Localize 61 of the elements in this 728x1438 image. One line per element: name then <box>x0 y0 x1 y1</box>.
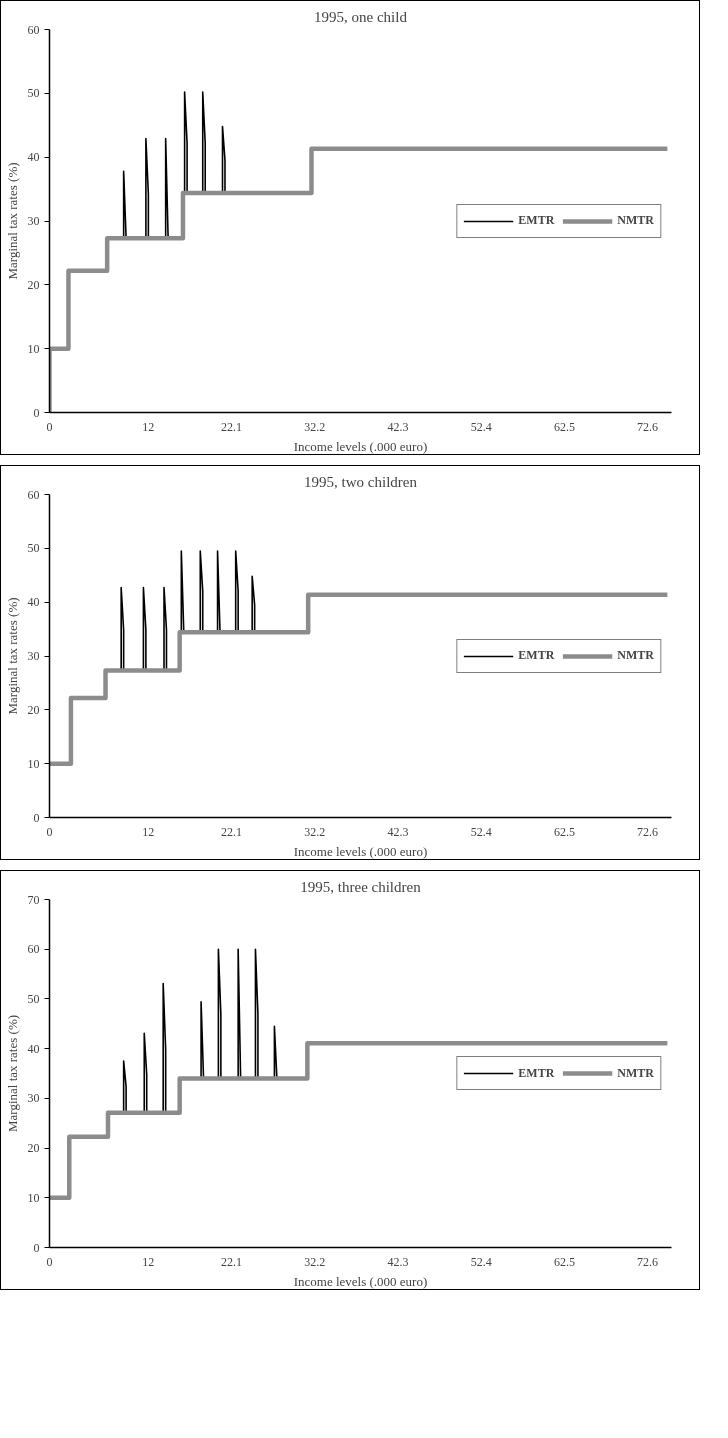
y-tick-label: 0 <box>33 405 40 420</box>
x-tick-label: 62.5 <box>553 419 575 434</box>
y-tick-label: 40 <box>27 150 40 165</box>
x-tick-label: 42.3 <box>387 1254 409 1269</box>
x-tick-label: 62.5 <box>553 824 575 839</box>
y-tick-label: 30 <box>27 649 40 663</box>
legend-label: EMTR <box>518 213 555 228</box>
y-tick-label: 20 <box>27 702 40 717</box>
x-tick-label: 0 <box>46 1254 53 1269</box>
x-tick-label: 42.3 <box>387 824 409 839</box>
x-tick-label: 22.1 <box>221 419 243 434</box>
y-tick-label: 50 <box>27 541 40 556</box>
y-axis-title: Marginal tax rates (%) <box>4 1014 20 1133</box>
y-tick-label: 0 <box>33 1240 40 1255</box>
y-tick-label: 70 <box>27 892 40 907</box>
x-tick-label: 32.2 <box>304 1254 326 1269</box>
x-tick-label: 52.4 <box>470 419 492 434</box>
x-axis-title: Income levels (.000 euro) <box>293 438 428 454</box>
y-tick-label: 10 <box>27 341 40 356</box>
x-tick-label: 72.6 <box>637 824 659 839</box>
x-tick-label: 12 <box>142 824 155 839</box>
y-tick-label: 50 <box>27 991 40 1006</box>
y-tick-label: 20 <box>27 1141 40 1156</box>
x-tick-label: 12 <box>142 419 155 434</box>
y-tick-label: 10 <box>27 1190 40 1205</box>
x-tick-label: 32.2 <box>304 419 326 434</box>
legend-label: EMTR <box>518 648 555 663</box>
chart-title: 1995, three children <box>300 878 422 895</box>
y-tick-label: 60 <box>27 487 40 502</box>
legend-label: NMTR <box>617 648 654 663</box>
x-tick-label: 72.6 <box>637 1254 659 1269</box>
x-tick-label: 0 <box>46 419 53 434</box>
chart-title: 1995, one child <box>314 8 408 25</box>
y-axis-title: Marginal tax rates (%) <box>4 162 20 280</box>
x-tick-label: 72.6 <box>637 419 659 434</box>
x-tick-label: 62.5 <box>553 1254 575 1269</box>
x-tick-label: 22.1 <box>221 1254 243 1269</box>
x-axis-title: Income levels (.000 euro) <box>293 843 428 859</box>
y-tick-label: 40 <box>27 1041 40 1056</box>
y-axis-title: Marginal tax rates (%) <box>4 597 20 715</box>
x-tick-label: 52.4 <box>470 824 492 839</box>
x-tick-label: 52.4 <box>470 1254 492 1269</box>
x-axis-title: Income levels (.000 euro) <box>293 1273 428 1289</box>
y-tick-label: 10 <box>27 756 40 771</box>
chart-title: 1995, two children <box>304 473 418 490</box>
legend-label: NMTR <box>617 1065 654 1081</box>
legend-label: NMTR <box>617 213 654 228</box>
y-tick-label: 20 <box>27 277 40 292</box>
x-tick-label: 42.3 <box>387 419 409 434</box>
x-tick-label: 0 <box>46 824 53 839</box>
x-tick-label: 32.2 <box>304 824 326 839</box>
y-tick-label: 60 <box>27 942 40 957</box>
y-tick-label: 30 <box>27 214 40 228</box>
y-tick-label: 50 <box>27 86 40 101</box>
y-tick-label: 0 <box>33 810 40 825</box>
y-tick-label: 60 <box>27 22 40 37</box>
legend-label: EMTR <box>518 1065 555 1081</box>
y-tick-label: 30 <box>27 1091 40 1106</box>
x-tick-label: 12 <box>142 1254 155 1269</box>
y-tick-label: 40 <box>27 595 40 610</box>
x-tick-label: 22.1 <box>221 824 243 839</box>
